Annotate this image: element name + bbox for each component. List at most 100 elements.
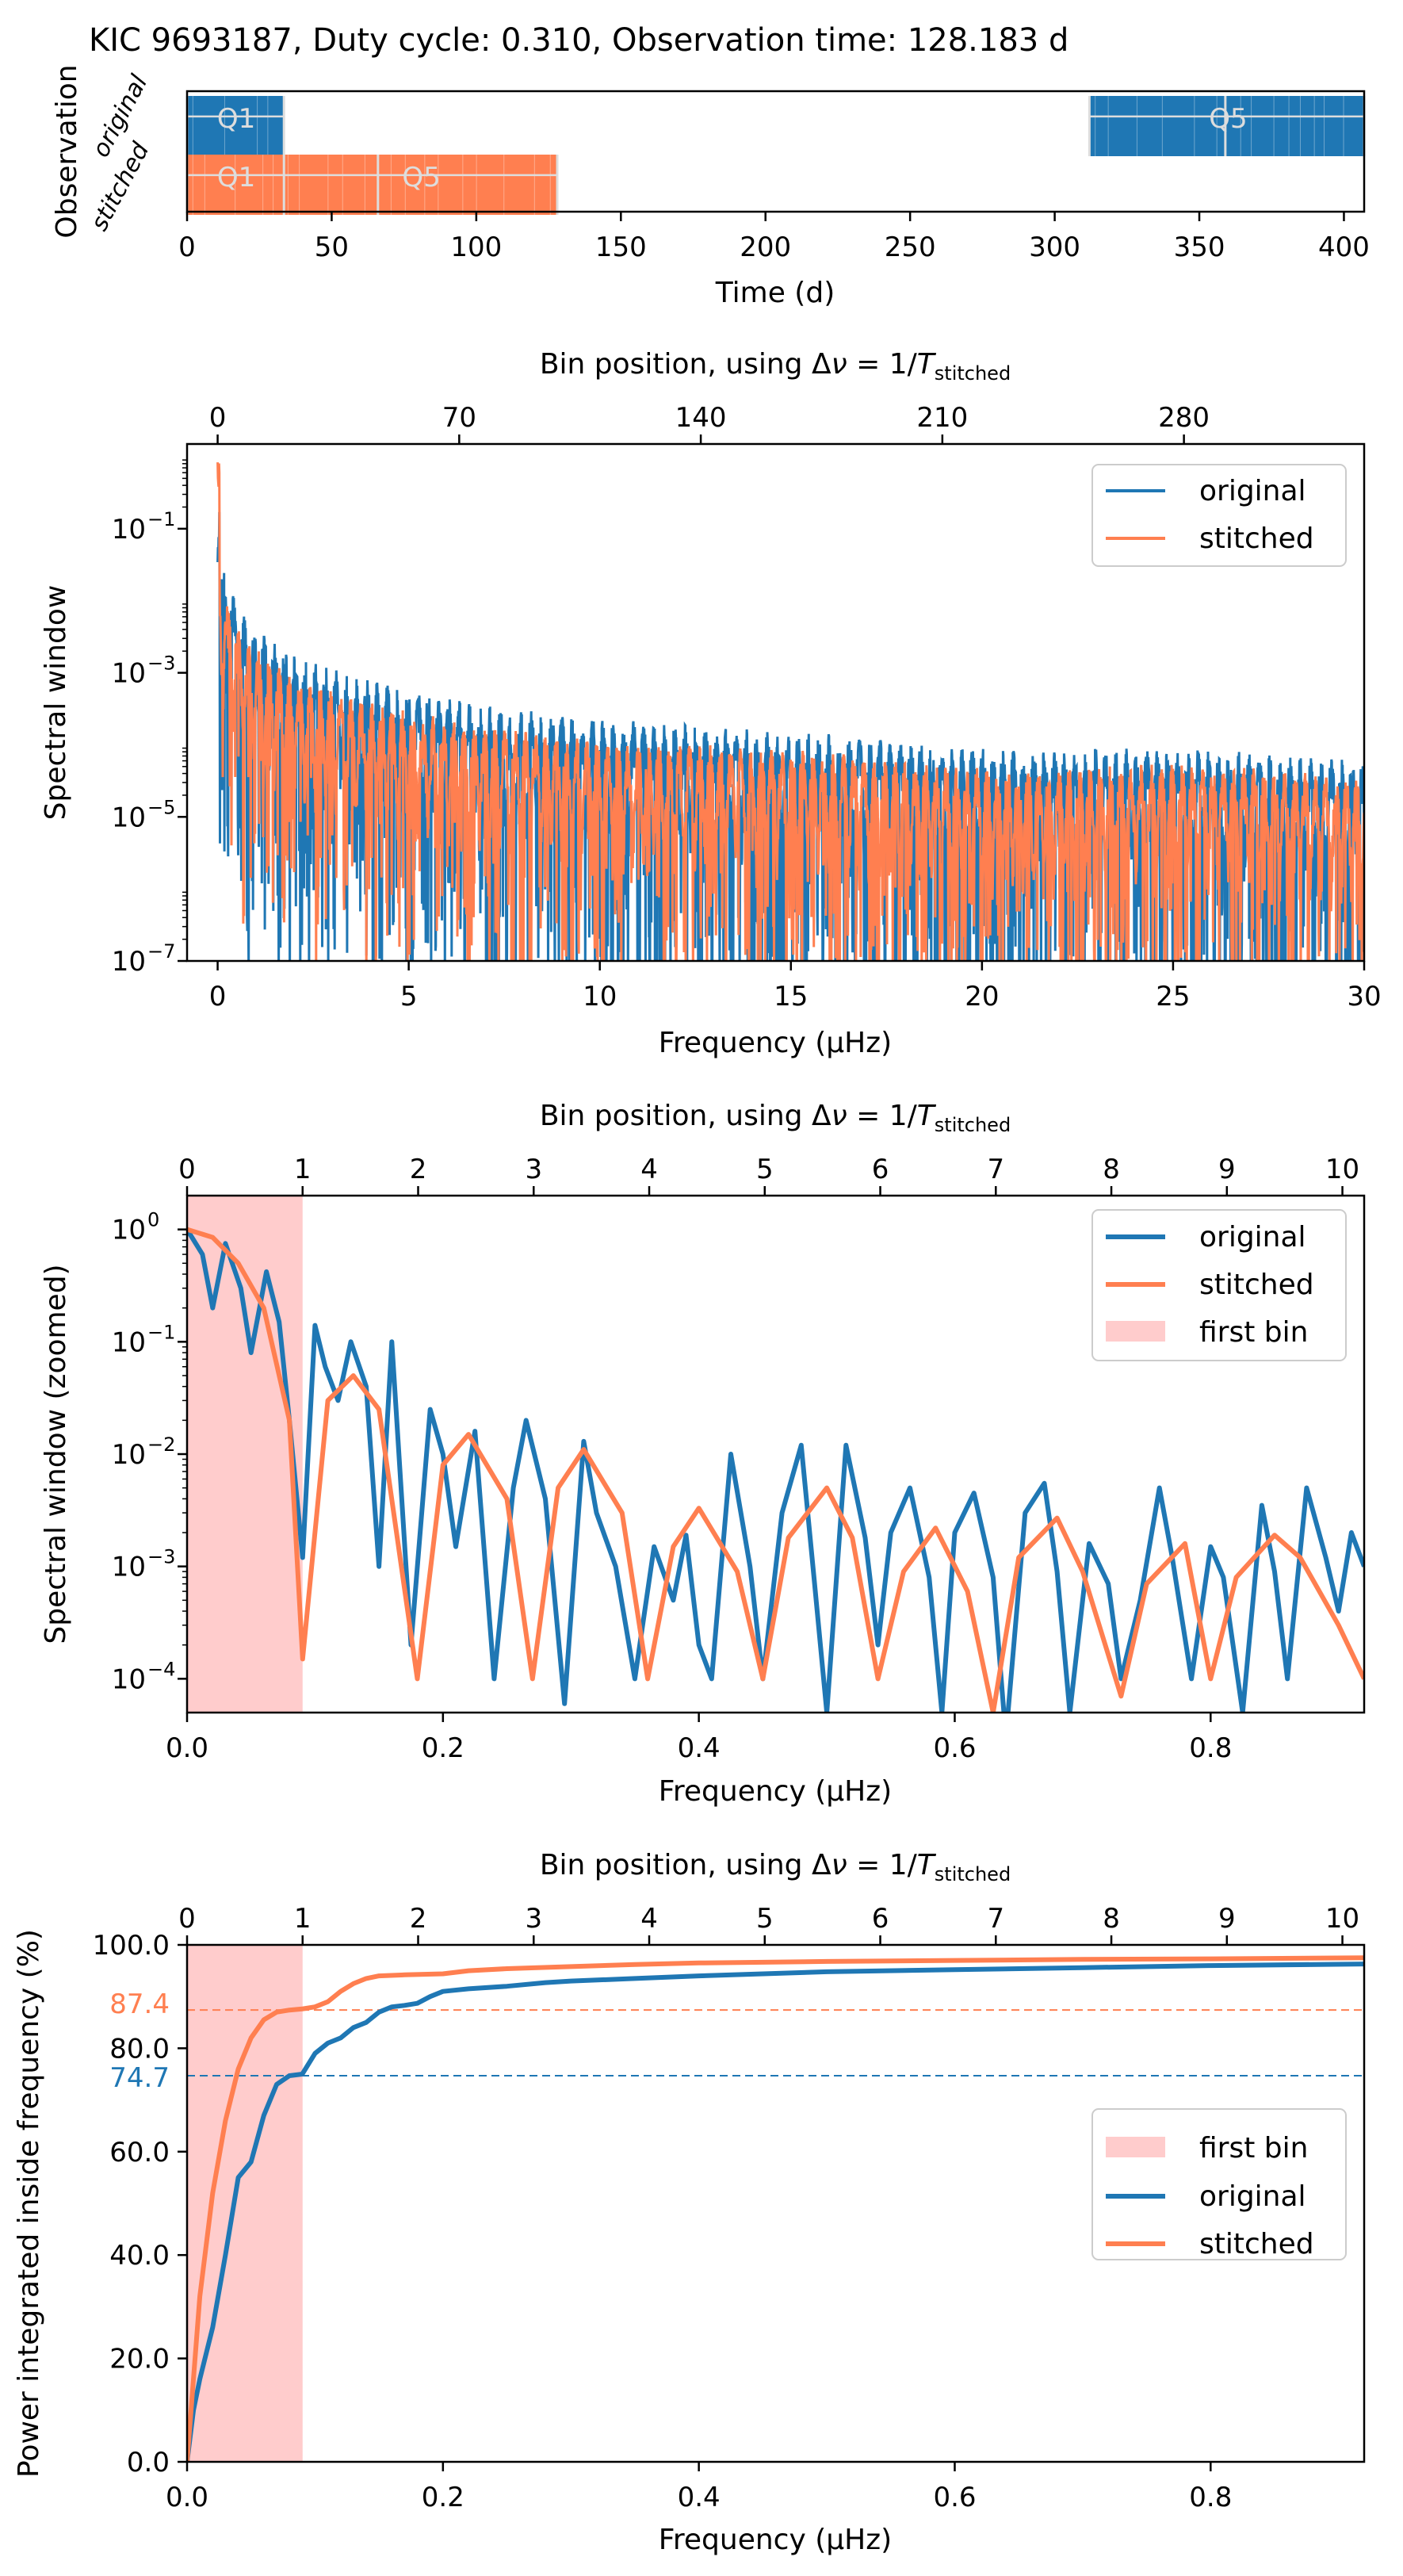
quarter-label-original: Q1 <box>217 103 255 135</box>
y-tick-exponent: −2 <box>147 1433 175 1456</box>
y-tick-label: 40.0 <box>109 2240 170 2272</box>
top-tick-label: 5 <box>756 1903 774 1935</box>
zoomed-window-xticks: 0.0 0.2 0.4 0.6 0.8 <box>166 1713 1232 1764</box>
timeline-segment-original <box>187 96 285 156</box>
y-tick-exponent: −3 <box>147 1546 175 1568</box>
legend-first-bin-swatch <box>1106 2137 1165 2157</box>
timeline-xticks: 0 50 100 150 200 250 300 350 400 <box>178 212 1370 263</box>
y-tick-label: 10 <box>112 658 146 690</box>
spectral-window-plot-area <box>216 462 1364 961</box>
x-tick-label: 0.4 <box>678 2482 721 2513</box>
y-tick-label: 10 <box>112 1663 146 1695</box>
timeline-segment-original <box>1089 96 1364 156</box>
integrated-power-top-ticks: 0 1 2 3 4 5 6 7 8 9 10 <box>178 1903 1359 1945</box>
y-tick-label: 10 <box>112 1439 146 1471</box>
x-tick-label: 250 <box>885 232 936 263</box>
top-tick-label: 0 <box>209 402 227 434</box>
y-tick-label: 10 <box>112 1326 146 1358</box>
x-tick-label: 100 <box>450 232 502 263</box>
legend-stitched-label: stitched <box>1199 1269 1314 1301</box>
y-tick-label: 10 <box>112 1552 146 1583</box>
spectral-window-axes-frame <box>185 442 1366 963</box>
spectral-window-xticks: 0 5 10 15 20 25 30 <box>209 961 1382 1012</box>
top-tick-label: 2 <box>410 1154 427 1185</box>
spectral-window-yticks: 10−110−310−510−7 <box>112 459 187 978</box>
timeline-segment-stitched <box>187 155 558 215</box>
top-tick-label: 1 <box>294 1903 312 1935</box>
spectral-window-ylabel: Spectral window <box>40 585 72 821</box>
x-tick-label: 0.6 <box>933 2482 976 2513</box>
integrated-power-panel: 0.0 0.2 0.4 0.6 0.8 0.020.040.060.080.0100.0… <box>13 1849 1366 2556</box>
y-tick-label: 10 <box>112 802 146 833</box>
y-tick-label: 10 <box>112 514 146 545</box>
y-tick-label: 60.0 <box>109 2137 170 2168</box>
quarter-label-stitched: Q1 <box>217 162 255 193</box>
x-tick-label: 0.6 <box>933 1732 976 1764</box>
y-tick-label: 80.0 <box>109 2033 170 2065</box>
x-tick-label: 200 <box>740 232 791 263</box>
series-stitched-line <box>187 1955 1364 2462</box>
figure-title: KIC 9693187, Duty cycle: 0.310, Observat… <box>89 22 1068 59</box>
first-bin-span <box>187 1945 303 2462</box>
legend-original-label: original <box>1199 475 1306 507</box>
top-tick-label: 0 <box>178 1903 196 1935</box>
legend-first-bin-label: first bin <box>1199 2132 1308 2165</box>
hline-original-label: 74.7 <box>109 2062 170 2094</box>
x-tick-label: 0.2 <box>422 2482 464 2513</box>
top-tick-label: 10 <box>1325 1903 1359 1935</box>
x-tick-label: 150 <box>595 232 647 263</box>
integrated-power-legend: first bin original stitched <box>1091 2108 1347 2260</box>
y-tick-exponent: 0 <box>147 1209 159 1231</box>
legend-first-bin-label: first bin <box>1199 1316 1308 1349</box>
series-stitched-line <box>216 462 1364 961</box>
integrated-power-plot-area <box>187 1945 1364 2462</box>
zoomed-window-plot-area <box>187 1196 1364 1713</box>
top-tick-label: 1 <box>294 1154 312 1185</box>
top-tick-label: 3 <box>525 1154 542 1185</box>
zoomed-window-top-ticks: 0 1 2 3 4 5 6 7 8 9 10 <box>178 1154 1359 1196</box>
series-original-line <box>187 1228 1364 1713</box>
top-tick-label: 3 <box>525 1903 542 1935</box>
top-tick-label: 8 <box>1103 1154 1120 1185</box>
top-tick-label: 7 <box>987 1154 1004 1185</box>
series-original-line <box>187 1962 1364 2462</box>
x-tick-label: 0.8 <box>1189 1732 1232 1764</box>
y-tick-exponent: −1 <box>147 1321 175 1343</box>
y-tick-exponent: −3 <box>147 653 175 675</box>
x-tick-label: 5 <box>400 981 418 1012</box>
top-tick-label: 8 <box>1103 1903 1120 1935</box>
top-tick-label: 2 <box>410 1903 427 1935</box>
quarter-label-original: Q5 <box>1209 103 1247 135</box>
integrated-power-top-xlabel: Bin position, using Δν = 1/Tstitched <box>540 1849 1011 1885</box>
top-tick-label: 6 <box>872 1154 889 1185</box>
x-tick-label: 0 <box>209 981 227 1012</box>
legend-original-label: original <box>1199 2180 1306 2213</box>
top-tick-label: 4 <box>640 1154 658 1185</box>
top-tick-label: 10 <box>1325 1154 1359 1185</box>
top-tick-label: 210 <box>916 402 968 434</box>
timeline-xlabel: Time (d) <box>715 277 835 309</box>
top-tick-label: 70 <box>442 402 476 434</box>
y-tick-label: 10 <box>112 946 146 978</box>
timeline-axes-frame <box>185 90 1366 213</box>
spectral-window-xlabel: Frequency (µHz) <box>659 1027 892 1059</box>
y-tick-exponent: −1 <box>147 508 175 530</box>
integrated-power-ylabel: Power integrated inside frequency (%) <box>13 1929 45 2478</box>
x-tick-label: 0.4 <box>678 1732 721 1764</box>
y-tick-exponent: −7 <box>147 940 175 963</box>
x-tick-label: 350 <box>1174 232 1225 263</box>
spectral-window-top-ticks: 0 70 140 210 280 <box>209 402 1210 444</box>
y-tick-label: 20.0 <box>109 2344 170 2375</box>
top-tick-label: 6 <box>872 1903 889 1935</box>
x-tick-label: 50 <box>315 232 349 263</box>
integrated-power-axes-frame <box>185 1943 1366 2463</box>
y-tick-label: 0.0 <box>127 2447 170 2478</box>
x-tick-label: 15 <box>774 981 808 1012</box>
spectral-window-panel: 0 5 10 15 20 25 30 10−110−310−510−7 0 70 140 210 2… <box>40 348 1382 1059</box>
zoomed-window-top-xlabel: Bin position, using Δν = 1/Tstitched <box>540 1100 1011 1136</box>
quarter-label-stitched: Q5 <box>402 162 440 193</box>
integrated-power-yticks: 0.0 20.0 40.0 60.0 80.0 100.0 <box>93 1930 187 2478</box>
